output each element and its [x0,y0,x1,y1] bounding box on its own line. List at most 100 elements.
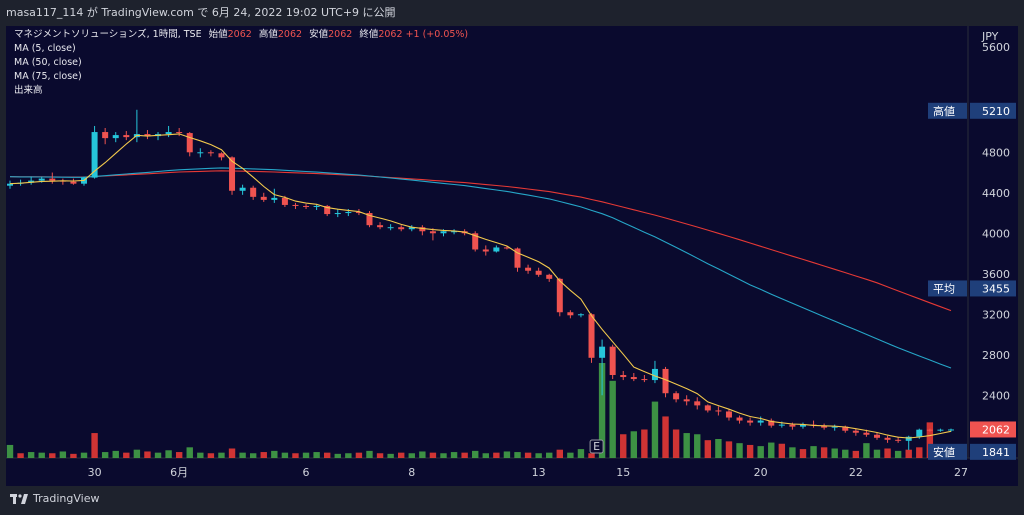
candle-body [165,132,172,135]
volume-bar [768,442,775,458]
candle-body [641,379,648,381]
candle-body [651,368,658,381]
legend-low-value: 2062 [328,29,353,40]
legend-ma75[interactable]: MA (75, close) [14,71,82,82]
legend-low-label: 安値 [309,29,329,40]
volume-bar [894,450,902,458]
candle-body [747,420,754,423]
volume-bar [355,452,363,458]
chart-legend: マネジメントソリューションズ, 1時間, TSE 始値2062 高値2062 安… [14,28,468,98]
volume-bar [831,448,838,458]
time-tick-label: 6月 [170,466,188,479]
volume-bar [133,449,141,458]
volume-bar [345,453,352,458]
volume-bar [916,447,923,458]
candle-body [186,133,193,153]
legend-volume[interactable]: 出来高 [14,85,43,96]
legend-ma5[interactable]: MA (5, close) [14,43,76,54]
candle-body [345,212,352,214]
volume-bar [123,452,130,458]
time-tick-label: 8 [408,466,415,479]
candle-body [387,227,394,229]
candle-body [355,212,362,214]
volume-bar [144,451,151,458]
candle-body [398,227,405,230]
footer-bar: TradingView [0,486,1024,515]
volume-bar [905,449,912,458]
volume-bar [535,453,542,458]
candle-body [609,346,616,376]
candle-body [514,248,521,268]
volume-bar [715,439,722,458]
time-tick-label: 20 [754,466,768,479]
volume-bar [842,449,849,458]
time-tick-label: 15 [616,466,630,479]
volume-bar [503,451,511,458]
volume-bar [620,434,627,458]
volume-bar [281,452,289,458]
candle-body [260,196,267,200]
last-price-badge-value-box [970,421,1016,438]
low-badge-value-box [970,443,1016,460]
candle-body [873,434,880,438]
candle-body [683,399,690,402]
volume-bar [6,444,14,458]
candle-body [704,405,711,411]
price-tick-label: 4400 [982,187,1010,200]
legend-symbol-row: マネジメントソリューションズ, 1時間, TSE 始値2062 高値2062 安… [14,28,468,42]
candle-body [313,205,320,207]
time-tick-label: 22 [849,466,863,479]
candle-body [789,424,796,427]
candle-body [493,247,500,252]
candle-body [768,420,775,426]
volume-bar [292,453,299,458]
candle-body [535,270,542,275]
volume-bar [799,449,807,458]
volume-bar [524,452,532,458]
volume-bar [260,452,267,458]
event-marker-label: E [593,440,600,453]
tradingview-logo[interactable]: TradingView [10,492,99,505]
time-tick-label: 13 [532,466,546,479]
volume-bar [154,452,162,458]
volume-bar [387,453,394,458]
currency-label: JPY [981,30,999,43]
candle-body [334,213,341,215]
price-tick-label: 2800 [982,349,1010,362]
plot-area [6,26,968,458]
volume-bar [873,449,881,458]
volume-bar [323,452,331,458]
volume-bar [334,453,341,458]
candle-body [123,135,130,138]
candle-body [715,410,722,412]
volume-bar [472,450,479,458]
candle-body [577,314,584,316]
volume-bar [398,452,405,458]
volume-bar [450,452,458,458]
volume-bar [546,452,553,458]
avg-badge-value-box [970,280,1016,297]
legend-ma50[interactable]: MA (50, close) [14,57,82,68]
volume-bar [17,453,24,458]
publish-info-bar: masa117_114 が TradingView.com で 6月 24, 2… [0,0,1024,26]
candle-body [937,429,944,431]
candle-body [503,247,510,249]
candle-body [239,187,246,191]
volume-bar [820,447,828,458]
volume-bar [810,446,817,458]
chart-frame[interactable]: 2400 2800 3200 3600 4000 4400 4800 5600 JPY 高値 521… [6,26,1018,486]
volume-bar [112,450,119,458]
candle-body [102,132,109,139]
volume-bar [440,453,447,458]
ma5-line [9,133,952,439]
candle-body [884,437,891,440]
volume-bar [482,453,489,458]
candle-body [842,426,849,431]
price-tick-label: 4000 [982,227,1010,240]
volume-bar [630,431,638,458]
candle-body [673,393,680,400]
candle-body [472,233,479,250]
candle-body [821,425,828,428]
candle-body [144,134,151,137]
